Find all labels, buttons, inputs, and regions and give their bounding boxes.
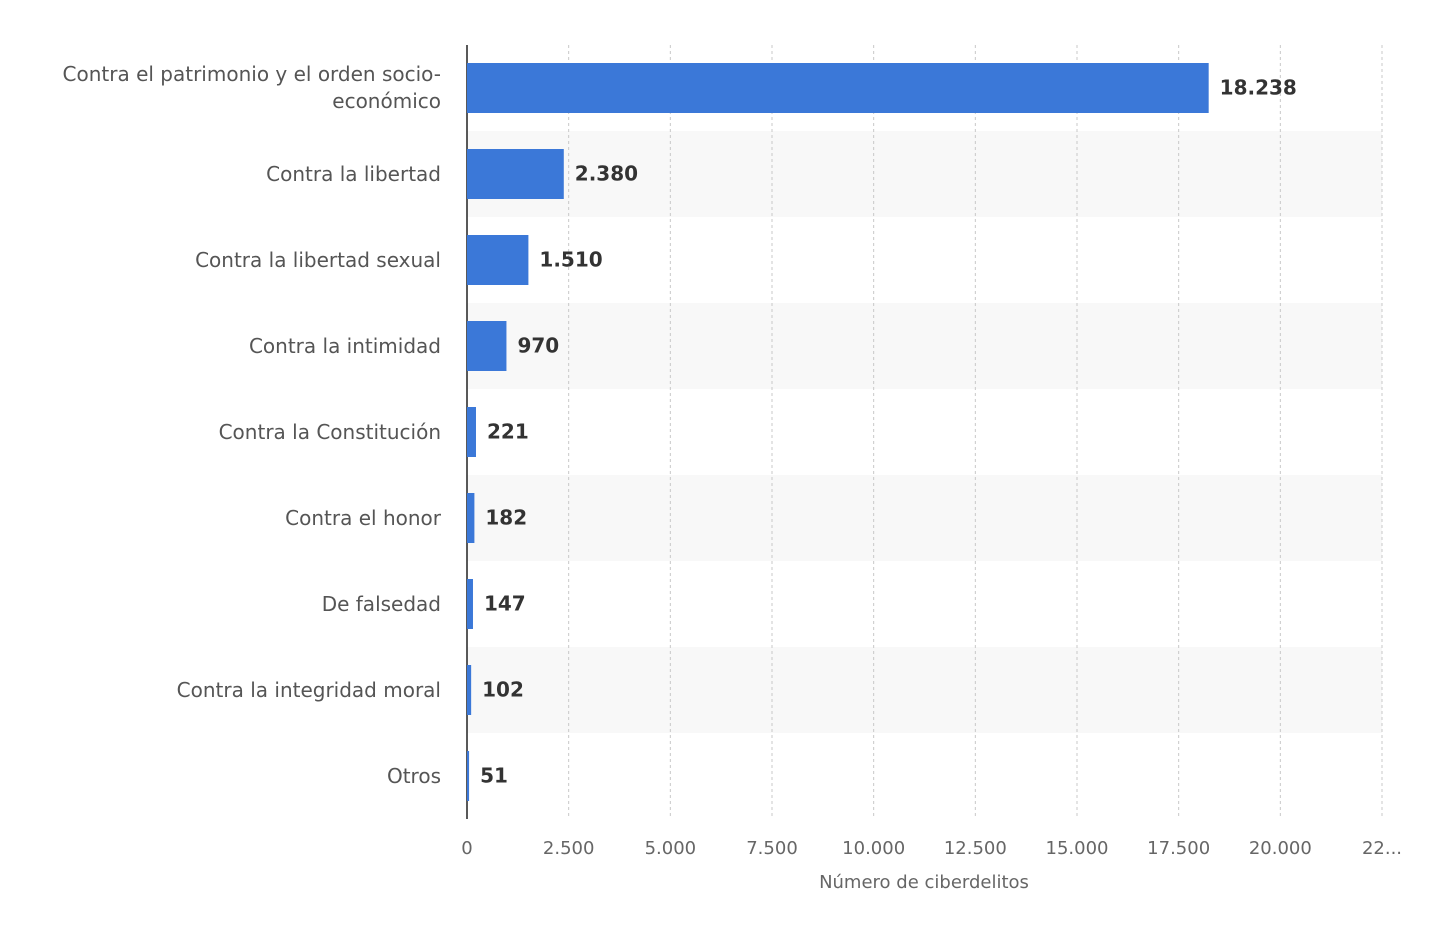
bar xyxy=(467,235,529,285)
y-tick-label: Contra la libertad sexual xyxy=(195,247,441,272)
y-tick-label: Contra la integridad moral xyxy=(176,677,441,702)
bar xyxy=(467,149,564,199)
x-tick-label: 17.500 xyxy=(1147,838,1210,859)
bar xyxy=(467,321,507,371)
y-tick-label: Contra la libertad xyxy=(266,161,441,186)
x-tick-label: 20.000 xyxy=(1249,838,1312,859)
row-band xyxy=(467,647,1382,733)
bar xyxy=(467,579,473,629)
y-tick-label: Contra la intimidad xyxy=(248,333,441,358)
bar xyxy=(467,493,475,543)
value-label: 1.510 xyxy=(539,248,602,272)
y-tick-label: Otros xyxy=(386,763,441,788)
x-tick-label: 5.000 xyxy=(645,838,697,859)
value-label: 970 xyxy=(517,334,559,358)
value-label: 221 xyxy=(487,420,529,444)
x-tick-label: 12.500 xyxy=(944,838,1007,859)
y-tick-label: Contra el patrimonio y el orden socio-ec… xyxy=(62,62,441,113)
row-band xyxy=(467,475,1382,561)
y-tick-label: De falsedad xyxy=(321,591,441,616)
y-tick-label: Contra la Constitución xyxy=(218,419,441,444)
row-band xyxy=(467,131,1382,217)
x-tick-label: 0 xyxy=(461,838,472,859)
bar xyxy=(467,63,1209,113)
value-label: 51 xyxy=(480,764,508,788)
x-tick-label: 2.500 xyxy=(543,838,595,859)
row-band xyxy=(467,303,1382,389)
bar xyxy=(467,407,476,457)
value-label: 18.238 xyxy=(1220,76,1297,100)
y-tick-label: Contra el honor xyxy=(285,505,441,530)
bar xyxy=(467,751,470,801)
value-label: 102 xyxy=(482,678,524,702)
x-tick-label: 15.000 xyxy=(1046,838,1109,859)
bar xyxy=(467,665,472,715)
x-tick-label: 10.000 xyxy=(842,838,905,859)
x-tick-label: 22... xyxy=(1362,838,1402,859)
x-axis-title: Número de ciberdelitos xyxy=(819,872,1029,893)
value-label: 147 xyxy=(484,592,526,616)
x-tick-label: 7.500 xyxy=(746,838,798,859)
value-label: 182 xyxy=(485,506,527,530)
value-label: 2.380 xyxy=(575,162,638,186)
